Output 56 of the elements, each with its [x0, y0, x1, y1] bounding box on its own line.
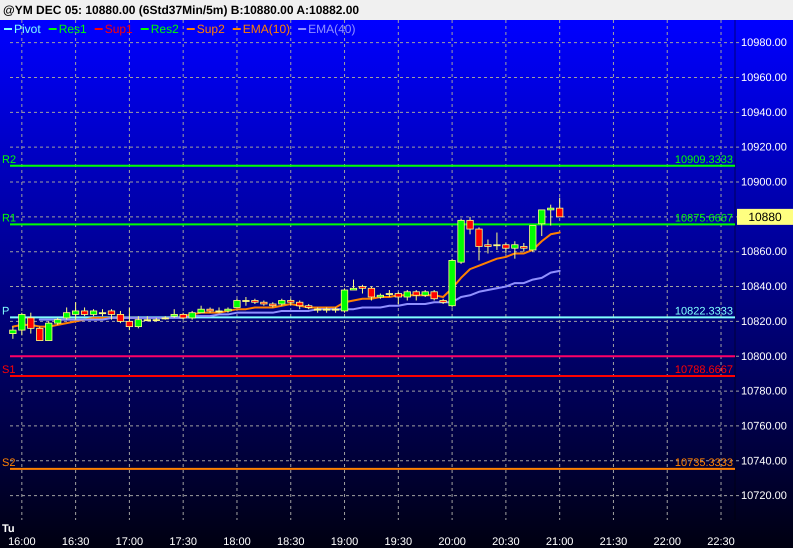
candlestick: [116, 310, 124, 324]
candlestick: [340, 288, 348, 314]
text: 10880: [748, 210, 782, 224]
y-tick-label: 10900.00: [741, 176, 787, 189]
y-tick-label: 10820.00: [741, 316, 787, 328]
x-tick-label: 17:30: [169, 536, 197, 548]
x-tick-label: 19:00: [330, 536, 358, 548]
legend-label: Sup1: [104, 22, 134, 36]
y-tick-label: 10940.00: [741, 106, 787, 119]
annotation: R2: [2, 154, 16, 166]
legend-label: EMA(40): [308, 22, 356, 36]
annotation: 10788.6667: [674, 364, 733, 376]
chart-title: @YM DEC 05: 10880.00 (6Std37Min/5m) B:10880.00 A:10882.00: [3, 3, 360, 17]
y-tick-label: 10720.00: [741, 490, 787, 502]
legend-label: Res1: [58, 22, 88, 36]
y-tick-label: 10980.00: [741, 37, 787, 50]
y-tick-label: 10860.00: [741, 246, 787, 258]
annotation: S2: [2, 456, 16, 469]
candlestick: [108, 308, 116, 320]
annotation: R1: [2, 212, 16, 224]
x-tick-label: 20:30: [492, 536, 520, 548]
candlestick: [350, 279, 358, 291]
annotation: 10909.3333: [674, 154, 733, 166]
y-tick-label: 10780.00: [741, 386, 787, 398]
candlestick: [466, 216, 474, 235]
x-tick-label: 22:30: [707, 536, 735, 548]
annotation: 10735.3333: [674, 456, 733, 469]
y-tick-label: 10800.00: [741, 350, 787, 363]
y-tick-label: 10840.00: [741, 281, 787, 294]
x-tick-label: 17:00: [116, 536, 144, 548]
x-tick-label: 16:30: [62, 536, 90, 548]
y-tick-label: 10740.00: [741, 455, 787, 468]
x-tick-label: 21:30: [600, 536, 628, 548]
legend-label: Sup2: [196, 22, 226, 36]
y-tick-label: 10920.00: [741, 142, 787, 154]
legend-label: Pivot: [14, 22, 42, 36]
candlestick: [484, 239, 492, 254]
x-tick-label: 21:00: [546, 536, 574, 548]
y-tick-label: 10760.00: [741, 420, 787, 432]
legend-label: EMA(10): [242, 22, 290, 36]
text: Tu: [2, 523, 15, 535]
annotation: 10822.3333: [674, 305, 733, 318]
y-tick-label: 10960.00: [741, 72, 787, 84]
x-tick-label: 19:30: [384, 536, 412, 548]
annotation: 10875.6667: [674, 212, 733, 224]
candlestick: [368, 286, 376, 301]
x-tick-label: 18:00: [223, 536, 251, 548]
legend-label: Res2: [150, 22, 180, 36]
annotation: S1: [2, 364, 16, 376]
x-tick-label: 16:00: [8, 536, 36, 548]
annotation: P: [2, 305, 10, 318]
candlestick: [475, 226, 483, 261]
x-tick-label: 22:00: [653, 536, 681, 548]
line-series: [38, 270, 561, 321]
x-tick-label: 18:30: [276, 536, 305, 548]
x-tick-label: 20:00: [438, 536, 466, 548]
